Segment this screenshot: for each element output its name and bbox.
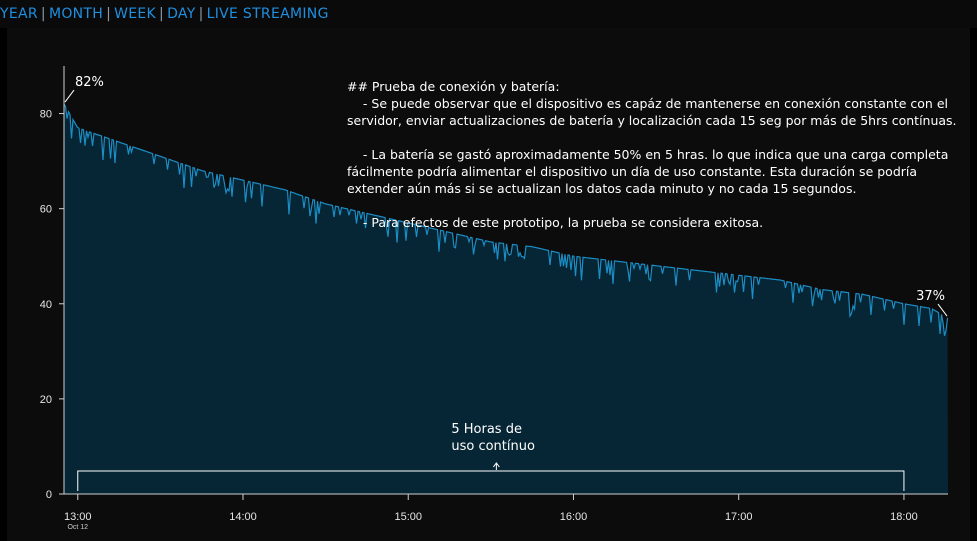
y-tick-label: 20: [40, 394, 52, 406]
callout-start: 82%: [75, 75, 104, 90]
series-line: [63, 103, 949, 336]
nav-day[interactable]: DAY: [167, 6, 196, 22]
callout-end: 37%: [916, 289, 945, 304]
y-tick-label: 0: [46, 489, 52, 501]
series-area: [64, 104, 948, 494]
duration-bracket: [77, 470, 905, 491]
y-axis: 0 20 40 60 80: [40, 66, 65, 501]
nav-separator: |: [106, 6, 112, 22]
y-tick-label: 80: [40, 109, 52, 121]
chart-panel: 0 20 40 60 80 13:00 Oct 12 14:00 15:00 16:00 17:0…: [7, 28, 970, 541]
x-tick-label: 17:00: [725, 511, 753, 523]
callout-arrow: [937, 303, 948, 317]
y-tick-label: 40: [40, 299, 52, 311]
nav-year[interactable]: YEAR: [0, 6, 38, 22]
time-range-nav: YEAR | MONTH | WEEK | DAY | LIVE STREAMING: [0, 0, 977, 28]
annotations: 82% 37% 5 Horas de uso contínuo: [64, 75, 948, 491]
nav-separator: |: [159, 6, 165, 22]
duration-label: 5 Horas de uso contínuo: [451, 422, 535, 454]
plot-area: [63, 103, 949, 494]
test-notes: ## Prueba de conexión y batería: - Se pu…: [347, 79, 957, 230]
bracket-arrowhead: [492, 462, 500, 468]
nav-separator: |: [40, 6, 46, 22]
x-tick-label: 18:00: [890, 511, 918, 523]
duration-label-line: uso contínuo: [451, 439, 535, 454]
nav-week[interactable]: WEEK: [114, 6, 157, 22]
y-tick-label: 60: [40, 204, 52, 216]
x-tick-label: 14:00: [229, 511, 257, 523]
nav-month[interactable]: MONTH: [48, 6, 104, 22]
x-tick-label: 16:00: [560, 511, 588, 523]
x-tick-label: 13:00: [64, 511, 92, 523]
nav-separator: |: [198, 6, 204, 22]
x-date-label: Oct 12: [67, 524, 88, 531]
nav-live-streaming[interactable]: LIVE STREAMING: [206, 6, 329, 22]
callout-arrow: [64, 89, 75, 103]
x-tick-label: 15:00: [394, 511, 422, 523]
duration-label-line: 5 Horas de: [451, 422, 522, 437]
